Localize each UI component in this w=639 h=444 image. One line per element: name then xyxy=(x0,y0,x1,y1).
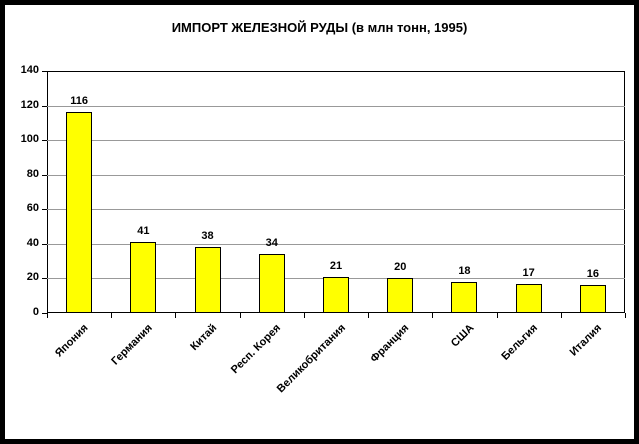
y-axis-tick-mark xyxy=(42,140,47,142)
x-axis-tick-mark xyxy=(303,313,305,318)
bar xyxy=(130,242,157,313)
y-axis-tick-label: 60 xyxy=(26,202,39,215)
category-label: Великобритания xyxy=(274,322,348,396)
x-axis-tick-mark xyxy=(560,313,562,318)
category-label: Респ. Корея xyxy=(229,322,284,377)
bar xyxy=(515,283,542,313)
y-axis-tick-mark xyxy=(42,243,47,245)
category-label: Бельгия xyxy=(499,322,541,363)
bar-value-label: 20 xyxy=(394,261,407,274)
y-axis-tick-label: 140 xyxy=(20,64,39,76)
category-label: Германия xyxy=(109,322,155,368)
y-axis-tick-label: 40 xyxy=(26,236,39,249)
y-axis-tick-label: 20 xyxy=(26,271,39,284)
gridline xyxy=(47,174,625,176)
bar xyxy=(387,278,414,313)
y-axis-tick-label: 120 xyxy=(20,98,39,111)
bar-value-label: 17 xyxy=(522,266,535,279)
category-label: Италия xyxy=(567,322,605,359)
gridline xyxy=(47,140,625,142)
bar-value-label: 116 xyxy=(70,95,88,108)
y-axis-tick-mark xyxy=(42,313,47,314)
y-axis-tick-mark xyxy=(42,209,47,211)
y-axis-tick-label: 80 xyxy=(26,167,39,180)
bar xyxy=(258,254,285,313)
x-axis-tick-mark xyxy=(432,313,434,318)
gridline xyxy=(47,243,625,245)
bar-value-label: 34 xyxy=(265,237,278,250)
category-label: Япония xyxy=(53,322,91,360)
y-axis-tick-label: 100 xyxy=(20,133,39,146)
y-axis-tick-mark xyxy=(42,278,47,280)
bar xyxy=(66,112,93,313)
bar xyxy=(194,247,221,313)
bar xyxy=(323,276,349,313)
y-axis-tick-mark xyxy=(42,105,47,107)
bar-value-label: 38 xyxy=(201,230,214,243)
x-axis-tick-mark xyxy=(496,313,498,318)
x-axis-tick-mark xyxy=(175,313,177,318)
category-label: Франция xyxy=(368,322,412,366)
bar-value-label: 41 xyxy=(137,225,150,238)
x-axis-tick-mark xyxy=(111,313,113,318)
y-axis-tick-mark xyxy=(42,174,47,176)
x-axis-tick-mark xyxy=(47,313,48,318)
y-axis-tick-label: 0 xyxy=(32,306,39,318)
gridline xyxy=(47,105,625,107)
x-axis-tick-mark xyxy=(625,313,626,318)
y-axis-tick-mark xyxy=(42,71,47,72)
x-axis-tick-mark xyxy=(239,313,241,318)
bar xyxy=(451,281,478,313)
bar-value-label: 16 xyxy=(586,268,599,281)
bar-value-label: 21 xyxy=(329,259,343,272)
bar-value-label: 18 xyxy=(458,264,471,277)
category-label: Китай xyxy=(188,322,220,353)
gridline xyxy=(47,209,625,211)
category-label: США xyxy=(448,322,476,350)
chart-canvas: ИМПОРТ ЖЕЛЕЗНОЙ РУДЫ (в млн тонн, 1995) … xyxy=(5,5,634,439)
chart-title: ИМПОРТ ЖЕЛЕЗНОЙ РУДЫ (в млн тонн, 1995) xyxy=(171,20,468,35)
bar xyxy=(579,285,606,313)
x-axis-tick-mark xyxy=(368,313,370,318)
